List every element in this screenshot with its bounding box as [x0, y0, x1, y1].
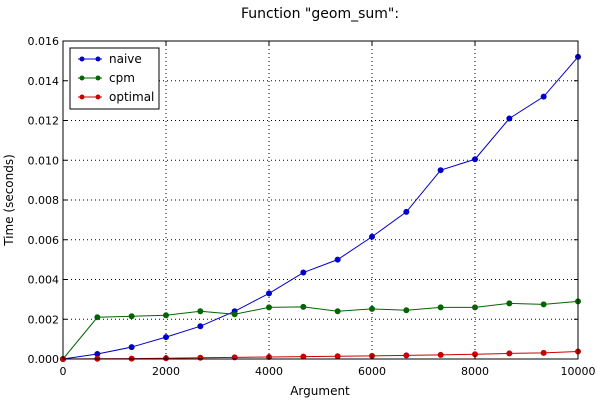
x-tick-label: 8000 — [461, 365, 489, 378]
data-point-naive — [300, 269, 307, 276]
x-tick-label: 2000 — [152, 365, 180, 378]
data-point-naive — [334, 256, 341, 263]
y-tick-label: 0.004 — [28, 274, 60, 287]
y-tick-label: 0.002 — [28, 313, 60, 326]
series-line-cpm — [62, 300, 579, 360]
data-point-naive — [437, 167, 444, 174]
y-tick-label: 0.000 — [28, 353, 60, 366]
x-axis-label: Argument — [290, 384, 350, 398]
data-point-cpm — [540, 301, 547, 308]
y-tick-label: 0.008 — [28, 194, 60, 207]
data-point-naive — [472, 156, 478, 163]
x-tick-label: 4000 — [255, 365, 283, 378]
series-line-naive — [62, 56, 579, 360]
data-point-cpm — [300, 303, 307, 310]
data-point-cpm — [197, 308, 204, 315]
data-point-cpm — [266, 304, 272, 311]
data-point-naive — [403, 208, 410, 215]
data-point-cpm — [94, 314, 101, 321]
legend-swatch-marker — [95, 94, 101, 100]
data-point-optimal — [540, 349, 547, 356]
x-tick-label: 10000 — [561, 365, 596, 378]
grid — [63, 41, 578, 359]
legend-swatch-marker — [95, 56, 101, 62]
legend-label-optimal: optimal — [109, 90, 154, 104]
data-point-cpm — [369, 305, 375, 312]
legend-label-naive: naive — [109, 52, 142, 66]
data-point-naive — [369, 233, 375, 240]
y-tick-label: 0.012 — [28, 115, 60, 128]
y-tick-label: 0.014 — [28, 75, 60, 88]
series-line-optimal — [62, 350, 579, 360]
data-point-cpm — [128, 313, 135, 320]
legend-swatch-marker — [95, 75, 101, 81]
data-point-optimal — [437, 351, 444, 358]
legend-swatch-marker — [79, 94, 85, 100]
data-point-naive — [94, 351, 101, 358]
data-point-cpm — [163, 312, 169, 319]
y-tick-label: 0.016 — [28, 35, 60, 48]
data-point-cpm — [506, 300, 513, 307]
data-point-cpm — [334, 308, 341, 315]
data-point-naive — [197, 323, 204, 330]
data-point-cpm — [472, 304, 478, 311]
legend: naive cpm optimal — [69, 47, 160, 110]
data-point-naive — [506, 115, 513, 122]
legend-swatch-marker — [79, 56, 85, 62]
series-cpm — [60, 298, 581, 362]
x-tick-label: 6000 — [358, 365, 386, 378]
ticks: 0 2000 4000 6000 8000 10000 0.000 0.002 0.004 0.0… — [28, 35, 596, 378]
data-point-optimal — [300, 353, 307, 360]
series-layer — [60, 53, 581, 362]
data-point-naive — [540, 93, 547, 100]
data-point-cpm — [231, 311, 238, 318]
data-point-cpm — [403, 307, 410, 314]
data-point-naive — [266, 290, 272, 297]
x-tick-label: 0 — [60, 365, 67, 378]
y-axis-label: Time (seconds) — [2, 154, 16, 247]
legend-label-cpm: cpm — [109, 71, 135, 85]
data-point-naive — [163, 334, 169, 341]
data-point-optimal — [334, 353, 341, 360]
y-tick-label: 0.010 — [28, 154, 60, 167]
data-point-cpm — [437, 304, 444, 311]
series-optimal — [60, 348, 581, 362]
data-point-optimal — [403, 352, 410, 359]
data-point-optimal — [197, 354, 204, 361]
legend-swatch-marker — [79, 75, 85, 81]
chart-title: Function "geom_sum": — [241, 6, 399, 22]
data-point-optimal — [506, 350, 513, 357]
data-point-naive — [128, 344, 135, 351]
y-tick-label: 0.006 — [28, 234, 60, 247]
